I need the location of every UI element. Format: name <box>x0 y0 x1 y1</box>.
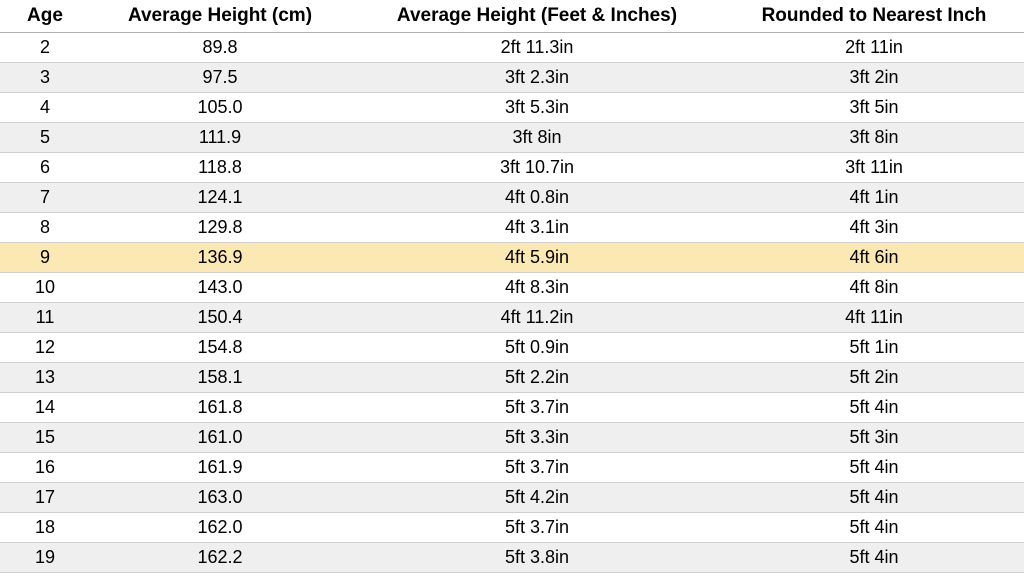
table-row: 10143.04ft 8.3in4ft 8in <box>0 272 1024 302</box>
cell-rounded: 5ft 4in <box>724 482 1024 512</box>
cell-cm: 161.9 <box>90 452 350 482</box>
cell-ftin: 5ft 4.2in <box>350 482 724 512</box>
cell-cm: 97.5 <box>90 62 350 92</box>
cell-age: 18 <box>0 512 90 542</box>
cell-age: 5 <box>0 122 90 152</box>
table-row: 289.82ft 11.3in2ft 11in <box>0 32 1024 62</box>
cell-cm: 129.8 <box>90 212 350 242</box>
height-table: Age Average Height (cm) Average Height (… <box>0 0 1024 573</box>
cell-age: 17 <box>0 482 90 512</box>
cell-rounded: 4ft 11in <box>724 302 1024 332</box>
cell-rounded: 5ft 1in <box>724 332 1024 362</box>
cell-age: 14 <box>0 392 90 422</box>
cell-age: 9 <box>0 242 90 272</box>
cell-ftin: 3ft 8in <box>350 122 724 152</box>
cell-age: 7 <box>0 182 90 212</box>
cell-ftin: 4ft 5.9in <box>350 242 724 272</box>
table-row: 17163.05ft 4.2in5ft 4in <box>0 482 1024 512</box>
cell-age: 15 <box>0 422 90 452</box>
cell-ftin: 3ft 5.3in <box>350 92 724 122</box>
table-row: 15161.05ft 3.3in5ft 3in <box>0 422 1024 452</box>
cell-age: 13 <box>0 362 90 392</box>
cell-ftin: 5ft 3.8in <box>350 542 724 572</box>
cell-cm: 124.1 <box>90 182 350 212</box>
cell-cm: 154.8 <box>90 332 350 362</box>
cell-cm: 163.0 <box>90 482 350 512</box>
cell-rounded: 4ft 6in <box>724 242 1024 272</box>
cell-cm: 161.0 <box>90 422 350 452</box>
cell-cm: 118.8 <box>90 152 350 182</box>
col-header-rounded: Rounded to Nearest Inch <box>724 0 1024 32</box>
cell-rounded: 3ft 8in <box>724 122 1024 152</box>
table-row: 6118.83ft 10.7in3ft 11in <box>0 152 1024 182</box>
cell-ftin: 5ft 3.7in <box>350 452 724 482</box>
cell-ftin: 5ft 0.9in <box>350 332 724 362</box>
col-header-ftin: Average Height (Feet & Inches) <box>350 0 724 32</box>
table-row: 12154.85ft 0.9in5ft 1in <box>0 332 1024 362</box>
table-row: 16161.95ft 3.7in5ft 4in <box>0 452 1024 482</box>
cell-cm: 162.0 <box>90 512 350 542</box>
cell-age: 2 <box>0 32 90 62</box>
cell-age: 19 <box>0 542 90 572</box>
table-row: 397.53ft 2.3in3ft 2in <box>0 62 1024 92</box>
cell-rounded: 5ft 2in <box>724 362 1024 392</box>
table-row: 5111.93ft 8in3ft 8in <box>0 122 1024 152</box>
cell-cm: 89.8 <box>90 32 350 62</box>
cell-age: 12 <box>0 332 90 362</box>
cell-rounded: 2ft 11in <box>724 32 1024 62</box>
cell-ftin: 4ft 11.2in <box>350 302 724 332</box>
cell-rounded: 4ft 1in <box>724 182 1024 212</box>
cell-rounded: 5ft 3in <box>724 422 1024 452</box>
cell-rounded: 5ft 4in <box>724 392 1024 422</box>
cell-ftin: 4ft 8.3in <box>350 272 724 302</box>
cell-rounded: 4ft 8in <box>724 272 1024 302</box>
cell-rounded: 5ft 4in <box>724 452 1024 482</box>
cell-age: 6 <box>0 152 90 182</box>
cell-ftin: 5ft 3.7in <box>350 392 724 422</box>
table-row: 8129.84ft 3.1in4ft 3in <box>0 212 1024 242</box>
cell-age: 4 <box>0 92 90 122</box>
cell-age: 8 <box>0 212 90 242</box>
col-header-age: Age <box>0 0 90 32</box>
cell-cm: 162.2 <box>90 542 350 572</box>
table-row: 9136.94ft 5.9in4ft 6in <box>0 242 1024 272</box>
cell-rounded: 3ft 5in <box>724 92 1024 122</box>
table-row: 7124.14ft 0.8in4ft 1in <box>0 182 1024 212</box>
cell-rounded: 3ft 2in <box>724 62 1024 92</box>
cell-age: 16 <box>0 452 90 482</box>
table-row: 11150.44ft 11.2in4ft 11in <box>0 302 1024 332</box>
cell-age: 3 <box>0 62 90 92</box>
cell-ftin: 3ft 10.7in <box>350 152 724 182</box>
cell-cm: 158.1 <box>90 362 350 392</box>
table-row: 18162.05ft 3.7in5ft 4in <box>0 512 1024 542</box>
cell-rounded: 4ft 3in <box>724 212 1024 242</box>
cell-ftin: 4ft 3.1in <box>350 212 724 242</box>
cell-rounded: 5ft 4in <box>724 542 1024 572</box>
table-header-row: Age Average Height (cm) Average Height (… <box>0 0 1024 32</box>
cell-ftin: 5ft 2.2in <box>350 362 724 392</box>
cell-cm: 150.4 <box>90 302 350 332</box>
cell-cm: 111.9 <box>90 122 350 152</box>
cell-rounded: 3ft 11in <box>724 152 1024 182</box>
cell-ftin: 3ft 2.3in <box>350 62 724 92</box>
cell-age: 10 <box>0 272 90 302</box>
cell-ftin: 5ft 3.3in <box>350 422 724 452</box>
col-header-cm: Average Height (cm) <box>90 0 350 32</box>
cell-ftin: 5ft 3.7in <box>350 512 724 542</box>
cell-cm: 161.8 <box>90 392 350 422</box>
table-row: 4105.03ft 5.3in3ft 5in <box>0 92 1024 122</box>
cell-cm: 143.0 <box>90 272 350 302</box>
cell-rounded: 5ft 4in <box>724 512 1024 542</box>
cell-cm: 105.0 <box>90 92 350 122</box>
cell-ftin: 2ft 11.3in <box>350 32 724 62</box>
cell-age: 11 <box>0 302 90 332</box>
table-row: 13158.15ft 2.2in5ft 2in <box>0 362 1024 392</box>
table-row: 14161.85ft 3.7in5ft 4in <box>0 392 1024 422</box>
cell-ftin: 4ft 0.8in <box>350 182 724 212</box>
table-row: 19162.25ft 3.8in5ft 4in <box>0 542 1024 572</box>
cell-cm: 136.9 <box>90 242 350 272</box>
